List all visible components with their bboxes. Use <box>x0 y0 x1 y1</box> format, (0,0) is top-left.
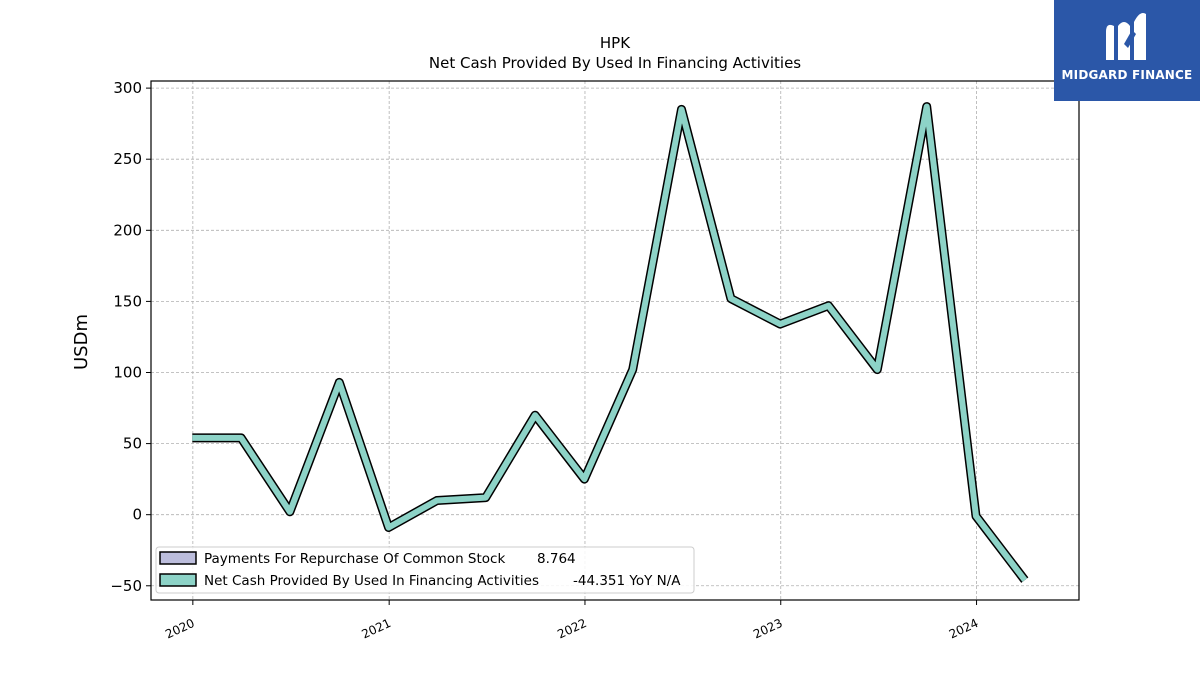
y-tick-label: 150 <box>113 292 142 310</box>
x-axis-ticks: 2020 2021 2022 2023 2024 <box>163 600 980 641</box>
x-tick-label: 2023 <box>751 616 785 642</box>
legend-swatch-repurchase <box>159 551 197 565</box>
brand-logo: MIDGARD FINANCE <box>1054 0 1200 101</box>
series-line-1 <box>192 103 1028 582</box>
legend-value-financing: -44.351 YoY N/A <box>573 573 681 589</box>
y-axis-label: USDm <box>71 314 92 370</box>
y-tick-label: −50 <box>110 577 142 595</box>
y-tick-label: 0 <box>132 506 142 524</box>
y-tick-label: 300 <box>113 79 142 97</box>
series-line-outline-1 <box>192 102 1029 583</box>
x-tick-label: 2021 <box>359 616 393 642</box>
y-tick-label: 200 <box>113 221 142 239</box>
chart-title: HPK <box>600 34 631 52</box>
grid <box>151 81 1079 600</box>
y-tick-label: 50 <box>123 435 142 453</box>
y-axis-ticks: −50 0 50 100 150 200 250 300 <box>110 79 151 595</box>
legend-swatch-financing <box>159 573 197 587</box>
x-tick-label: 2024 <box>947 616 981 642</box>
x-tick-label: 2020 <box>163 616 197 642</box>
plot-frame <box>150 80 1080 601</box>
chart-subtitle: Net Cash Provided By Used In Financing A… <box>429 54 801 72</box>
y-tick-label: 250 <box>113 150 142 168</box>
logo-text: MIDGARD FINANCE <box>1061 68 1193 82</box>
y-tick-label: 100 <box>113 363 142 381</box>
legend-box <box>155 546 695 594</box>
series-lines <box>192 102 1029 583</box>
x-tick-label: 2022 <box>555 616 589 642</box>
legend-value-repurchase: 8.764 <box>537 551 576 567</box>
legend: Payments For Repurchase Of Common Stock … <box>155 546 695 594</box>
legend-label-financing: Net Cash Provided By Used In Financing A… <box>204 573 539 589</box>
legend-label-repurchase: Payments For Repurchase Of Common Stock <box>204 551 505 567</box>
midgard-logo-icon <box>1106 13 1146 60</box>
